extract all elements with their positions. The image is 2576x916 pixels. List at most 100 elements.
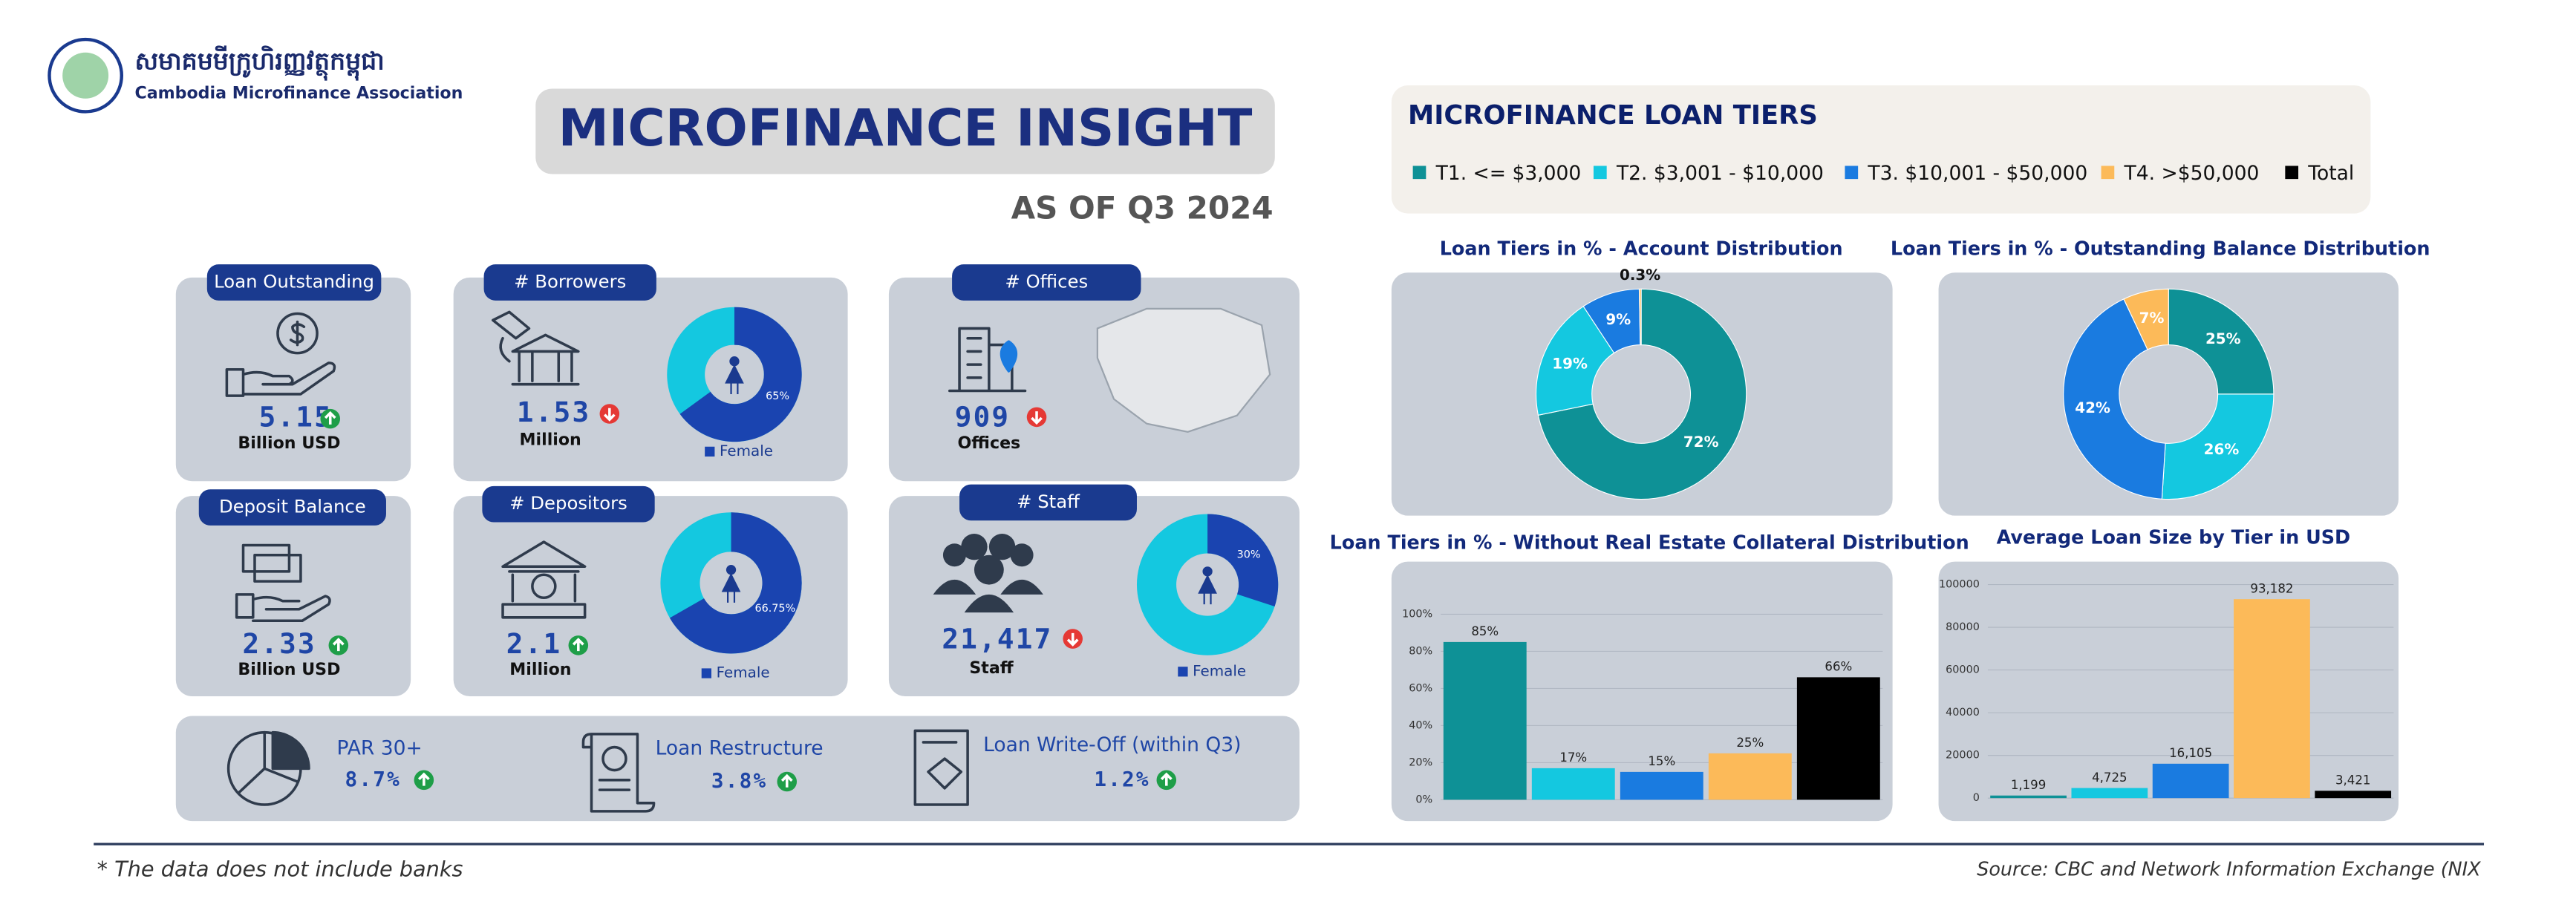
bar-label: 85%	[1471, 624, 1499, 638]
legend-swatch	[2285, 166, 2299, 180]
chart-box	[1391, 272, 1893, 516]
female-head	[725, 565, 737, 575]
legend-swatch	[705, 446, 715, 457]
bar	[1443, 641, 1527, 800]
pie-slice	[2063, 298, 2166, 500]
bar-label: 1,199	[2011, 778, 2046, 792]
donut-slice	[679, 307, 802, 442]
icon-borrower	[491, 310, 580, 386]
bar	[2152, 763, 2229, 799]
icon-money-hand	[225, 312, 336, 397]
pie-label: 0.3%	[1620, 266, 1660, 284]
donut-slice	[1207, 514, 1279, 606]
bar-label: 4,725	[2092, 771, 2127, 785]
title-box	[535, 88, 1275, 174]
org-name: Cambodia Microfinance Association	[134, 84, 463, 103]
pie-label: 19%	[1552, 356, 1588, 373]
female-body	[725, 364, 744, 394]
kpi-tab	[952, 264, 1141, 301]
y-tick-label: 60%	[1409, 682, 1432, 694]
legend-label: Total	[2307, 162, 2354, 185]
kpi-label: # Offices	[1005, 271, 1088, 292]
legend-label: T1. <= $3,000	[1435, 162, 1582, 185]
bar	[1708, 753, 1792, 800]
kpi-tab	[959, 484, 1137, 521]
kpi-tab	[198, 489, 386, 526]
kpi-label: Deposit Balance	[219, 496, 366, 517]
kpi-label: Loan Write-Off (within Q3)	[983, 733, 1241, 756]
trend-arrow	[324, 410, 336, 425]
kpi-label: # Staff	[1017, 491, 1080, 512]
kpi-value: 21,417	[942, 622, 1052, 655]
bar	[1796, 677, 1880, 800]
pie-label: 9%	[1605, 311, 1631, 328]
y-tick-label: 40000	[1946, 707, 1980, 719]
kpi-unit: Billion USD	[238, 660, 340, 679]
y-tick-label: 0	[1973, 792, 1980, 804]
page-subtitle: AS OF Q3 2024	[1011, 190, 1274, 226]
kpi-label: # Borrowers	[514, 271, 626, 292]
female-head	[729, 356, 740, 367]
icon-bank	[501, 540, 587, 619]
y-tick-label: 20%	[1409, 756, 1432, 768]
bar-label: 66%	[1825, 660, 1852, 674]
kpi-value: 5.15	[259, 401, 333, 434]
pie-label: 72%	[1683, 434, 1719, 451]
cambodia-map	[1096, 307, 1271, 433]
kpi-label: Loan Restructure	[656, 736, 824, 759]
legend-label: Female	[1193, 662, 1246, 679]
chart-title: Average Loan Size by Tier in USD	[1997, 526, 2351, 549]
bar-label: 93,182	[2250, 581, 2293, 595]
chart-title: Loan Tiers in % - Without Real Estate Co…	[1330, 531, 1969, 553]
trend-arrow	[332, 638, 345, 652]
footer-note: * The data does not include banks	[97, 856, 463, 881]
kpi-value: 2.33	[242, 627, 316, 660]
kpi-label: Loan Outstanding	[214, 271, 374, 292]
footer-source: Source: CBC and Network Information Exch…	[1977, 857, 2481, 880]
icon-staff	[933, 533, 1043, 613]
pie-label: 7%	[2139, 310, 2165, 327]
pie-label: 42%	[2075, 399, 2110, 416]
legend-box	[1391, 85, 2371, 214]
y-tick-label: 40%	[1409, 719, 1432, 731]
trend-arrow	[780, 773, 793, 788]
card	[175, 496, 411, 696]
trend-arrow	[417, 772, 430, 786]
bar	[1620, 771, 1703, 800]
legend-swatch	[1412, 166, 1426, 180]
y-tick-label: 0%	[1415, 794, 1432, 805]
kpi-label: PAR 30+	[336, 736, 422, 759]
bar	[2071, 788, 2148, 799]
female-head	[1202, 566, 1213, 577]
female-body	[721, 572, 741, 603]
logo-inner	[62, 52, 109, 99]
kpi-unit: Million	[520, 430, 581, 449]
trend-arrow	[1160, 772, 1173, 786]
kpi-value: 1.2%	[1094, 767, 1150, 791]
page-title: MICROFINANCE INSIGHT	[558, 99, 1253, 158]
kpi-label: # Depositors	[509, 492, 627, 514]
trend-arrow	[1031, 411, 1043, 425]
kpi-value: 8.7%	[345, 767, 401, 791]
bar	[2315, 791, 2392, 799]
bar-label: 25%	[1736, 736, 1764, 750]
icon-restructure	[581, 733, 656, 813]
trend-arrow	[1066, 632, 1079, 647]
donut-label: 65%	[766, 390, 789, 402]
legend-swatch	[1178, 667, 1188, 677]
bar	[1531, 768, 1615, 800]
kpi-unit: Offices	[958, 434, 1021, 453]
pie-slice	[1536, 305, 1615, 416]
chart-title: Loan Tiers in % - Outstanding Balance Di…	[1891, 237, 2430, 259]
icon-office	[948, 327, 1027, 393]
pie-slice	[2123, 288, 2169, 350]
y-tick-label: 80000	[1946, 621, 1980, 633]
kpi-unit: Million	[509, 660, 571, 679]
y-tick-label: 80%	[1409, 645, 1432, 657]
y-tick-label: 100000	[1939, 579, 1980, 591]
icon-deposit	[235, 543, 331, 623]
y-tick-label: 60000	[1946, 664, 1980, 676]
donut-label: 30%	[1237, 549, 1261, 560]
pie-slice	[1537, 288, 1747, 500]
y-tick-label: 100%	[1402, 608, 1432, 620]
